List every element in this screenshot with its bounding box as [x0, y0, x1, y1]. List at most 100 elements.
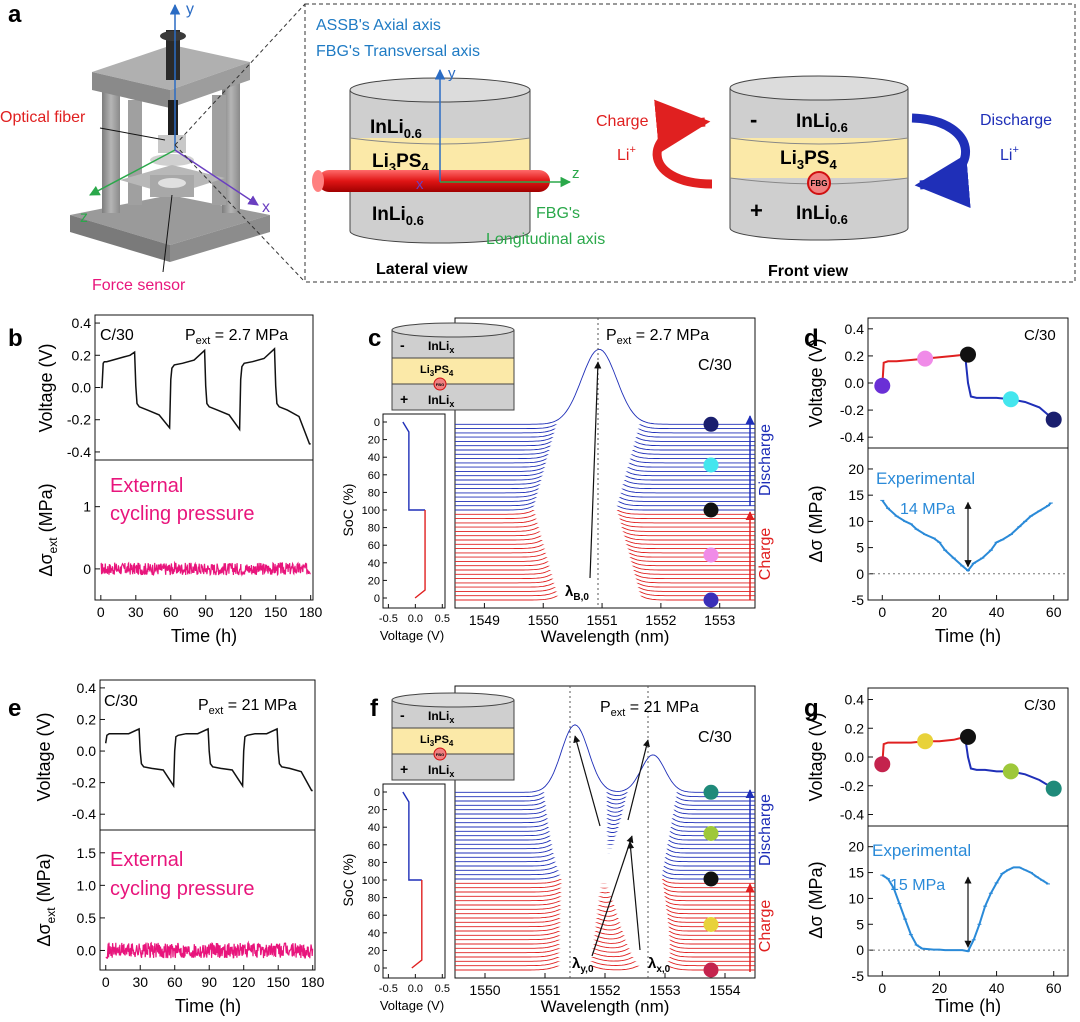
f-soc-xtick-label: 0.0: [408, 983, 423, 995]
c-peak-shift-arrow: [589, 361, 602, 579]
c-soc-discharge-line: [402, 421, 426, 511]
g-voltage-plot: 0.4 0.2 0.0 -0.2 -0.4: [840, 692, 1062, 823]
b-pressure-ytick-label: 1: [83, 499, 91, 515]
b-voltage-ytick-label: -0.4: [67, 444, 91, 460]
e-voltage-ytick-label: 0.2: [77, 711, 97, 727]
b-xtick-label: 0: [97, 604, 105, 620]
lateral-z-label: z: [572, 165, 580, 182]
f-soc-ytick-label: 80: [368, 893, 380, 905]
d-voltage-ytick-label: 0.4: [845, 321, 865, 337]
e-voltage-ytick-label: -0.2: [72, 775, 96, 791]
d-voltage-ytick-label: 0.0: [845, 375, 865, 391]
lateral-optical-fiber: [318, 170, 550, 192]
lateral-bottom-layer: InLi0.6: [372, 204, 424, 228]
f-soc-charge-line: [411, 880, 423, 969]
g-stress-ytick-label: 5: [856, 916, 864, 932]
b-pext-label: Pext = 2.7 MPa: [185, 327, 288, 347]
d-voltage-discharge-line: [964, 354, 1055, 421]
e-voltage-ytick-label: 0.0: [77, 743, 97, 759]
b-pressure-line: [100, 560, 311, 577]
panel-d: 0.4 0.2 0.0 -0.2 -0.4 20 15 10 5 0 -5 0 20 40 60 C/30…: [806, 317, 1069, 646]
g-stress-ylabel: Δσ (MPa): [806, 861, 826, 938]
g-voltage-ytick-label: 0.2: [845, 720, 865, 736]
e-voltage-ylabel: Voltage (V): [34, 712, 54, 801]
c-soc-ytick-label: 80: [368, 523, 380, 535]
c-pext-label: Pext = 2.7 MPa: [606, 327, 709, 347]
f-label-y: λy,0: [572, 955, 594, 975]
e-pressure-ytick-label: 0.0: [77, 942, 97, 958]
f-soc-ytick-label: 40: [368, 822, 380, 834]
panel-f: 1550 1551 1552 1553 1554 Pext = 21 MPa C/30 …: [340, 685, 774, 1016]
d-voltage-charge-line: [881, 353, 966, 386]
zoom-frame: [304, 3, 1076, 283]
d-stress-ytick-label: -5: [852, 592, 865, 608]
g-voltage-ytick-label: -0.4: [840, 807, 864, 823]
c-spectra-plot: 1549 1550 1551 1552 1553: [455, 348, 755, 628]
front-plus: +: [750, 198, 763, 223]
f-spectrum-curve: [455, 863, 755, 910]
d-stress-ytick-label: 10: [848, 513, 864, 529]
f-soc-marker: [703, 871, 719, 887]
f-soc-xlabel: Voltage (V): [380, 998, 444, 1013]
c-charge-label: Charge: [757, 528, 774, 581]
d-stress-ytick-label: 5: [856, 540, 864, 556]
panel-a: a y z x Optical fiber: [0, 1, 1076, 294]
d-stress-plot: 20 15 10 5 0 -5 0 20 40 60: [848, 461, 1068, 620]
g-stress-ytick-label: 20: [848, 839, 864, 855]
c-soc-marker: [703, 416, 719, 432]
panel-letter-g: g: [804, 695, 819, 722]
force-sensor-label: Force sensor: [92, 277, 186, 294]
f-soc-ytick-label: 20: [368, 805, 380, 817]
rig-z-label: z: [80, 209, 88, 226]
b-pressure-plot: 1 0 0 30 60 90 120 150 180: [83, 499, 322, 620]
c-soc-ytick-label: 60: [368, 540, 380, 552]
b-rate-label: C/30: [100, 327, 134, 344]
c-inset-fbg: [433, 377, 447, 391]
panel-c: 1549 1550 1551 1552 1553 Pext = 2.7 MPa C/30…: [340, 317, 774, 646]
c-xtick-label: 1549: [469, 612, 500, 628]
b-voltage-ytick-label: 0.2: [72, 347, 92, 363]
g-stress-frame: [867, 825, 1069, 977]
f-peak-arrow-2: [573, 735, 601, 827]
discharge-label: Discharge: [980, 112, 1052, 129]
rig-y-label: y: [186, 1, 194, 18]
f-soc-frame: [382, 783, 446, 979]
f-soc-ytick-label: 20: [368, 945, 380, 957]
panel-letter-a: a: [8, 1, 22, 28]
fbg-longitudinal-label-2: Longitudinal axis: [486, 231, 605, 248]
b-pressure-frame: [94, 459, 314, 601]
f-soc-ylabel: SoC (%): [340, 854, 356, 907]
lateral-view-label: Lateral view: [376, 261, 468, 278]
f-spectrum-curve: [455, 904, 755, 936]
c-xtick-label: 1553: [704, 612, 735, 628]
f-spectrum-curve: [455, 911, 755, 941]
b-voltage-ytick-label: 0.0: [72, 380, 92, 396]
e-xtick-label: 90: [201, 974, 217, 990]
lateral-top-layer: InLi0.6: [370, 117, 422, 141]
c-cell-inset: [391, 322, 515, 411]
g-xlabel: Time (h): [935, 996, 1001, 1016]
g-stress-plot: 20 15 10 5 0 -5 0 20 40 60: [848, 839, 1068, 996]
f-soc-ytick-label: 100: [362, 875, 380, 887]
g-xtick-label: 60: [1046, 980, 1062, 996]
c-inset-mid: Li3PS4: [420, 364, 454, 378]
f-marker-column: [703, 784, 719, 978]
g-voltage-marker: [1045, 780, 1062, 797]
b-annotation-1: External: [110, 475, 183, 497]
f-rate-label: C/30: [698, 729, 732, 746]
g-annotation: 15 MPa: [890, 877, 945, 894]
f-soc-marker: [703, 826, 719, 841]
g-stress-ytick-label: 10: [848, 890, 864, 906]
b-xtick-label: 120: [229, 604, 253, 620]
c-xtick-label: 1551: [586, 612, 617, 628]
e-pressure-ytick-label: 1.0: [77, 877, 97, 893]
e-xtick-label: 180: [301, 974, 325, 990]
f-xtick-label: 1554: [709, 982, 740, 998]
charge-li-ion: Li+: [617, 144, 636, 164]
b-voltage-line: [100, 347, 311, 445]
g-voltage-charge-line: [881, 735, 966, 765]
e-pressure-ytick-label: 1.5: [77, 845, 97, 861]
fbg-longitudinal-label-1: FBG's: [536, 205, 580, 222]
c-soc-charge-line: [414, 510, 426, 599]
rig-x-axis: [174, 149, 259, 206]
